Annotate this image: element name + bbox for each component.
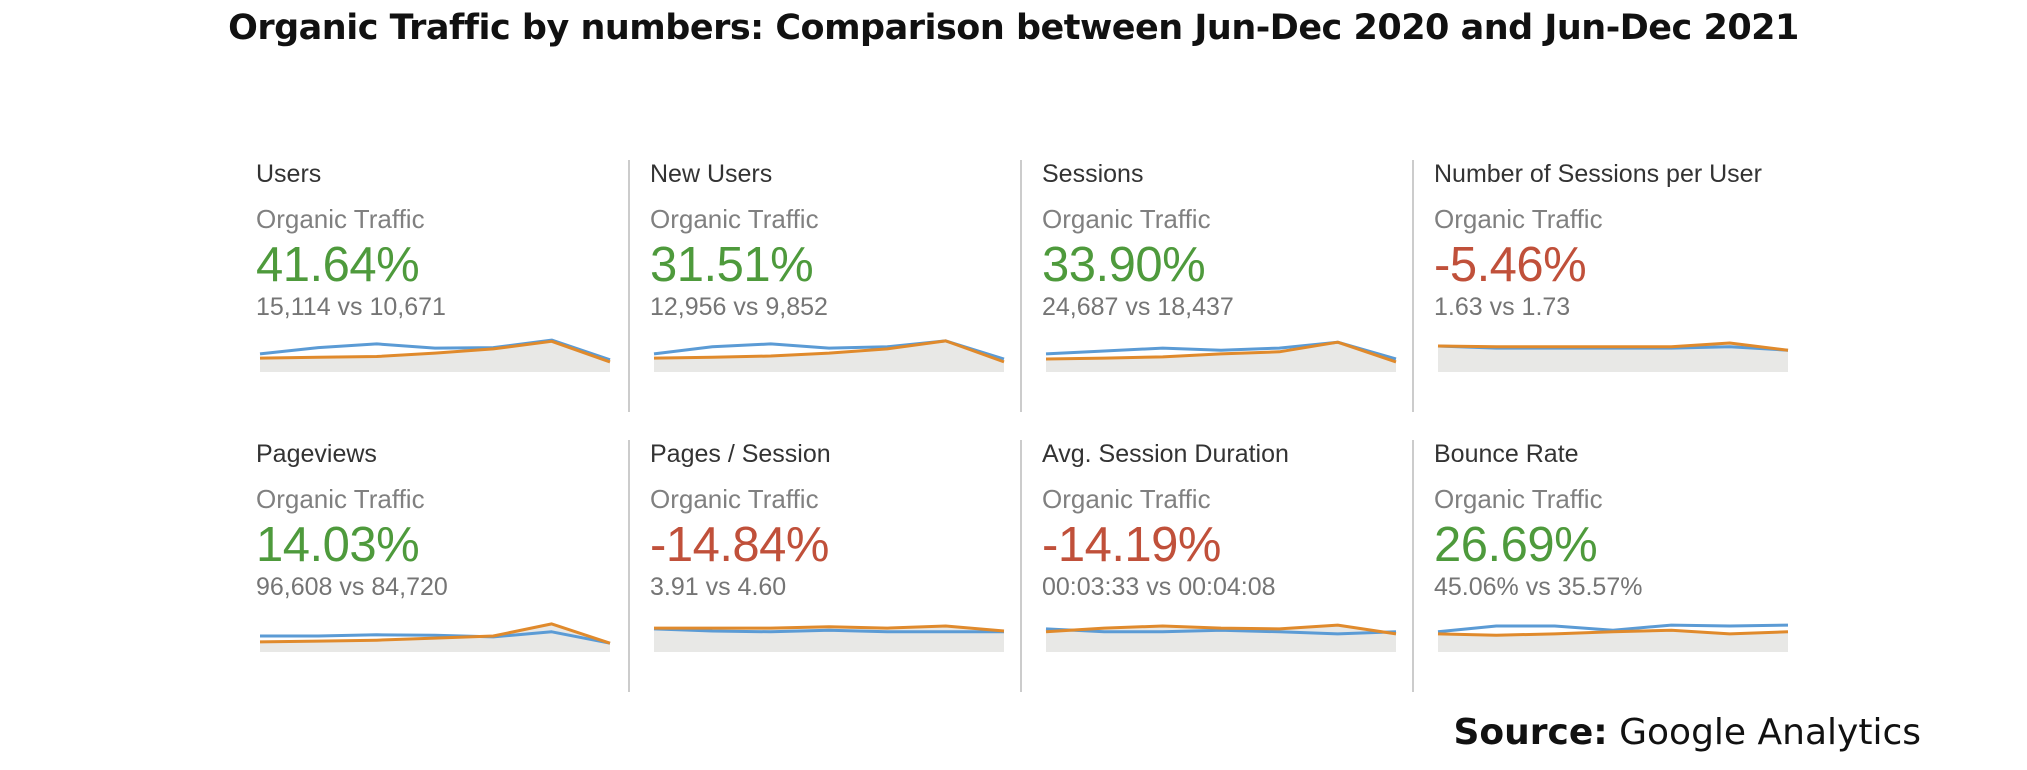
segment-label: Organic Traffic — [256, 204, 425, 234]
segment-label: Organic Traffic — [650, 484, 819, 514]
sparkline-current-period — [1437, 623, 1789, 634]
sparkline-previous-period — [1045, 340, 1397, 364]
metric-card-content: Number of Sessions per User Organic Traf… — [1434, 160, 1794, 412]
metrics-grid: Users Organic Traffic 41.64% 15,114 vs 1… — [256, 160, 1827, 692]
metric-name: Pageviews — [256, 440, 377, 468]
metric-card-sessions: Sessions Organic Traffic 33.90% 24,687 v… — [1020, 160, 1412, 412]
sparkline-current-period — [260, 630, 611, 645]
page-title: Organic Traffic by numbers: Comparison b… — [228, 8, 1799, 48]
percent-change: -5.46% — [1434, 238, 1587, 292]
sparkline-previous-period — [259, 622, 611, 645]
percent-change: 41.64% — [256, 238, 420, 292]
percent-change: 31.51% — [650, 238, 814, 292]
sparkline-current-period — [653, 627, 1004, 634]
metric-name: Number of Sessions per User — [1434, 160, 1762, 188]
metric-card-content: Bounce Rate Organic Traffic 26.69% 45.06… — [1434, 440, 1794, 692]
sparkline-previous-period — [1045, 623, 1397, 636]
metric-name: Avg. Session Duration — [1042, 440, 1289, 468]
segment-label: Organic Traffic — [1042, 204, 1211, 234]
comparison-values: 24,687 vs 18,437 — [1042, 293, 1234, 321]
percent-change: -14.84% — [650, 518, 830, 572]
sparkline-area — [260, 341, 610, 372]
sparkline-previous-period — [1437, 628, 1789, 637]
comparison-values: 00:03:33 vs 00:04:08 — [1042, 573, 1276, 601]
metric-card-new-users: New Users Organic Traffic 31.51% 12,956 … — [628, 160, 1020, 412]
metric-name: New Users — [650, 160, 773, 188]
metric-card-pages-per-session: Pages / Session Organic Traffic -14.84% … — [628, 440, 1020, 692]
sparkline-previous-period — [259, 339, 611, 364]
metric-card-pageviews: Pageviews Organic Traffic 14.03% 96,608 … — [256, 440, 648, 692]
sparkline-area — [1046, 342, 1396, 372]
metric-card-content: Users Organic Traffic 41.64% 15,114 vs 1… — [256, 160, 616, 412]
sparkline-current-period — [1045, 627, 1397, 636]
sparkline-chart — [653, 624, 1005, 652]
percent-change: -14.19% — [1042, 518, 1222, 572]
metric-name: Users — [256, 160, 322, 188]
percent-change: 26.69% — [1434, 518, 1598, 572]
sparkline-previous-period — [653, 339, 1005, 364]
metric-name: Sessions — [1042, 160, 1144, 188]
comparison-values: 96,608 vs 84,720 — [256, 573, 448, 601]
metric-card-users: Users Organic Traffic 41.64% 15,114 vs 1… — [256, 160, 648, 412]
segment-label: Organic Traffic — [1434, 484, 1603, 514]
sparkline-chart — [259, 622, 611, 652]
sparkline-chart — [1437, 341, 1789, 372]
segment-label: Organic Traffic — [256, 484, 425, 514]
source-value: Google Analytics — [1619, 712, 1921, 753]
metric-card-content: Sessions Organic Traffic 33.90% 24,687 v… — [1042, 160, 1402, 412]
percent-change: 33.90% — [1042, 238, 1206, 292]
metric-name: Pages / Session — [650, 440, 831, 468]
metric-card-content: New Users Organic Traffic 31.51% 12,956 … — [650, 160, 1010, 412]
sparkline-chart — [653, 339, 1005, 372]
metric-card-sessions-per-user: Number of Sessions per User Organic Traf… — [1412, 160, 1804, 412]
metric-card-content: Pageviews Organic Traffic 14.03% 96,608 … — [256, 440, 616, 692]
comparison-values: 1.63 vs 1.73 — [1434, 293, 1571, 321]
source-label: Source: — [1453, 712, 1608, 753]
sparkline-chart — [1437, 623, 1789, 652]
source-note: Source: Google Analytics — [1453, 712, 1921, 753]
segment-label: Organic Traffic — [1042, 484, 1211, 514]
comparison-values: 15,114 vs 10,671 — [256, 293, 446, 321]
segment-label: Organic Traffic — [650, 204, 819, 234]
sparkline-chart — [1045, 340, 1397, 372]
comparison-values: 12,956 vs 9,852 — [650, 293, 828, 321]
sparkline-previous-period — [654, 624, 1005, 633]
sparkline-chart — [1045, 623, 1397, 652]
metric-card-avg-session-duration: Avg. Session Duration Organic Traffic -1… — [1020, 440, 1412, 692]
sparkline-chart — [259, 338, 611, 372]
metric-card-bounce-rate: Bounce Rate Organic Traffic 26.69% 45.06… — [1412, 440, 1804, 692]
percent-change: 14.03% — [256, 518, 420, 572]
sparkline-area — [1438, 343, 1788, 372]
sparkline-area — [654, 340, 1004, 372]
comparison-values: 3.91 vs 4.60 — [650, 573, 787, 601]
metric-name: Bounce Rate — [1434, 440, 1579, 468]
comparison-values: 45.06% vs 35.57% — [1434, 573, 1643, 601]
metric-card-content: Pages / Session Organic Traffic -14.84% … — [650, 440, 1010, 692]
segment-label: Organic Traffic — [1434, 204, 1603, 234]
metric-card-content: Avg. Session Duration Organic Traffic -1… — [1042, 440, 1402, 692]
sparkline-previous-period — [1437, 341, 1789, 352]
